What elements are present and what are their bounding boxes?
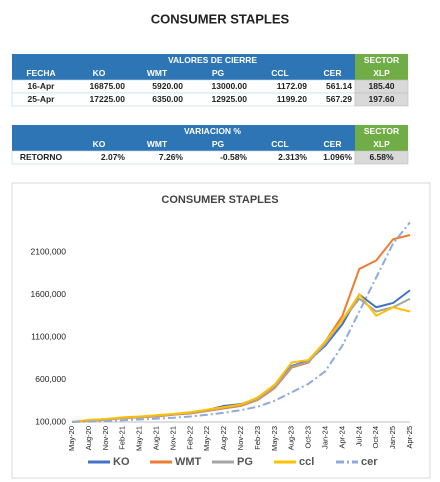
y-tick-label: 2100,000 bbox=[31, 246, 67, 256]
column-header: CER bbox=[324, 68, 342, 78]
table-cell: -0.58% bbox=[220, 152, 247, 162]
y-tick-label: 600,000 bbox=[35, 374, 66, 384]
x-tick-label: Aug-20 bbox=[84, 426, 93, 450]
table-cell: 567.29 bbox=[326, 94, 352, 104]
x-tick-label: Oct-23 bbox=[304, 426, 313, 449]
table-cell: 16-Apr bbox=[28, 81, 56, 91]
sector-cell bbox=[354, 92, 409, 107]
x-tick-label: May-21 bbox=[135, 426, 144, 451]
x-tick-label: Aug-23 bbox=[287, 426, 296, 450]
column-header-row bbox=[12, 138, 355, 151]
column-header: KO bbox=[93, 68, 106, 78]
x-tick-label: Nov-22 bbox=[236, 426, 245, 450]
x-tick-label: Aug-21 bbox=[151, 426, 160, 450]
table-cell: 7.26% bbox=[159, 152, 184, 162]
table-cell: 1199.20 bbox=[277, 94, 308, 104]
table-cell: 25-Apr bbox=[28, 94, 56, 104]
x-tick-label: Nov-20 bbox=[101, 426, 110, 450]
legend-label: ccl bbox=[299, 456, 314, 468]
table-cell: RETORNO bbox=[20, 152, 63, 162]
table-header-text: VALORES DE CIERRE bbox=[168, 55, 257, 65]
table-cell: 197.60 bbox=[369, 94, 395, 104]
x-tick-label: Jan-24 bbox=[320, 426, 329, 449]
page-title: CONSUMER STAPLES bbox=[151, 11, 290, 26]
table-cell: 6.58% bbox=[369, 152, 394, 162]
column-header: PG bbox=[212, 68, 225, 78]
x-tick-label: May-23 bbox=[270, 426, 279, 451]
column-header: FECHA bbox=[26, 68, 55, 78]
column-header: WMT bbox=[147, 68, 168, 78]
x-tick-label: Feb-23 bbox=[253, 426, 262, 450]
table-cell: 1.096% bbox=[323, 152, 352, 162]
column-header: XLP bbox=[373, 68, 390, 78]
legend-label: PG bbox=[237, 456, 253, 468]
legend-label: KO bbox=[113, 456, 130, 468]
column-header: KO bbox=[93, 139, 106, 149]
series-line bbox=[71, 292, 411, 423]
legend-label: WMT bbox=[175, 456, 202, 468]
x-tick-label: Jan-25 bbox=[388, 426, 397, 449]
x-tick-label: May-22 bbox=[202, 426, 211, 451]
x-tick-label: Feb-21 bbox=[118, 426, 127, 450]
column-header: CER bbox=[324, 139, 342, 149]
table-cell: 13000.00 bbox=[212, 81, 248, 91]
x-tick-label: May-20 bbox=[67, 426, 76, 451]
table-cell: 185.40 bbox=[369, 81, 395, 91]
table-cell: 1172.09 bbox=[277, 81, 308, 91]
table-cell: 2.07% bbox=[101, 152, 126, 162]
y-tick-label: 1100,000 bbox=[31, 331, 66, 341]
table-cell: 561.14 bbox=[326, 81, 352, 91]
x-tick-label: Apr-24 bbox=[337, 426, 346, 449]
column-header: CCL bbox=[271, 68, 288, 78]
column-header: PG bbox=[212, 139, 225, 149]
x-tick-label: Apr-25 bbox=[405, 426, 414, 449]
y-tick-label: 100,000 bbox=[35, 416, 66, 426]
x-tick-label: Feb-22 bbox=[185, 426, 194, 450]
y-tick-label: 1600,000 bbox=[31, 289, 67, 299]
table-cell: 17225.00 bbox=[90, 94, 126, 104]
table-header bbox=[12, 54, 355, 67]
sector-header bbox=[355, 125, 408, 151]
chart-title: CONSUMER STAPLES bbox=[161, 194, 278, 206]
table-cell: 16875.00 bbox=[90, 81, 126, 91]
sector-text: SECTOR bbox=[364, 55, 399, 65]
column-header: CCL bbox=[271, 139, 288, 149]
sector-text: SECTOR bbox=[364, 126, 399, 136]
x-tick-label: Aug-22 bbox=[219, 426, 228, 450]
sector-header bbox=[355, 54, 408, 80]
column-header: XLP bbox=[373, 139, 390, 149]
table-cell: 5920.00 bbox=[152, 81, 183, 91]
chart-frame bbox=[11, 182, 431, 479]
x-tick-label: Jul-24 bbox=[354, 426, 363, 446]
legend-label: cer bbox=[361, 456, 378, 468]
x-tick-label: Nov-21 bbox=[168, 426, 177, 450]
column-header: WMT bbox=[147, 139, 168, 149]
x-tick-label: Oct-24 bbox=[371, 426, 380, 449]
table-cell: 2.313% bbox=[278, 152, 307, 162]
table-cell: 12925.00 bbox=[212, 94, 248, 104]
table-cell: 6350.00 bbox=[152, 94, 183, 104]
column-header-row bbox=[12, 67, 355, 80]
table-header-text: VARIACION % bbox=[184, 126, 241, 136]
table-header bbox=[12, 125, 355, 138]
sector-cell bbox=[354, 150, 409, 165]
